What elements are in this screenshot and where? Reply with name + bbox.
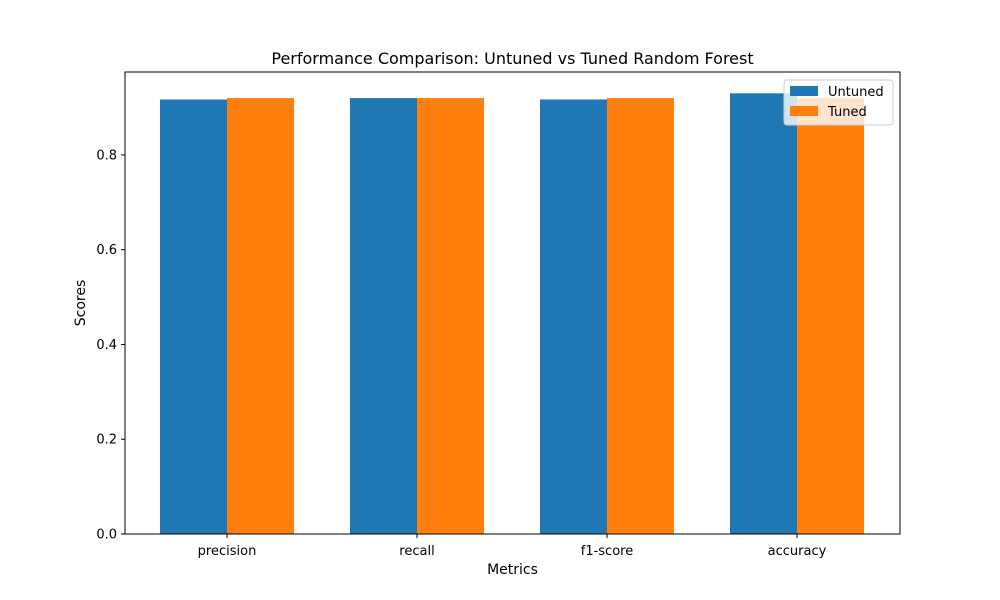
bar-untuned-f1-score — [540, 99, 607, 534]
bar-untuned-recall — [350, 98, 417, 535]
legend-label-tuned: Tuned — [827, 105, 867, 120]
y-axis-label: Scores — [73, 280, 89, 327]
chart-title: Performance Comparison: Untuned vs Tuned… — [271, 49, 753, 68]
y-tick-label: 0.4 — [96, 338, 117, 353]
y-tick-label: 0.0 — [96, 528, 117, 543]
bars-layer — [160, 93, 864, 535]
y-tick-label: 0.8 — [96, 148, 117, 163]
bar-tuned-accuracy — [797, 98, 864, 535]
bar-tuned-recall — [417, 98, 484, 535]
legend: Untuned Tuned — [783, 79, 894, 126]
bar-untuned-precision — [160, 99, 227, 534]
bar-untuned-accuracy — [730, 93, 797, 535]
bar-tuned-precision — [227, 98, 294, 535]
bar-tuned-f1-score — [607, 98, 674, 535]
x-tick-label-precision: precision — [198, 544, 257, 559]
legend-swatch-untuned — [790, 86, 818, 96]
legend-swatch-tuned — [790, 106, 818, 116]
x-tick-label-accuracy: accuracy — [768, 544, 827, 559]
x-tick-label-f1-score: f1-score — [581, 544, 633, 559]
x-tick-label-recall: recall — [399, 544, 434, 559]
y-axis: 0.0 0.2 0.4 0.6 0.8 — [96, 148, 125, 543]
legend-label-untuned: Untuned — [828, 85, 884, 100]
plot-frame — [124, 71, 901, 535]
x-axis-label: Metrics — [487, 562, 538, 578]
y-tick-label: 0.2 — [96, 433, 117, 448]
y-tick-label: 0.6 — [96, 243, 117, 258]
x-axis: precision recall f1-score accuracy — [198, 534, 827, 559]
